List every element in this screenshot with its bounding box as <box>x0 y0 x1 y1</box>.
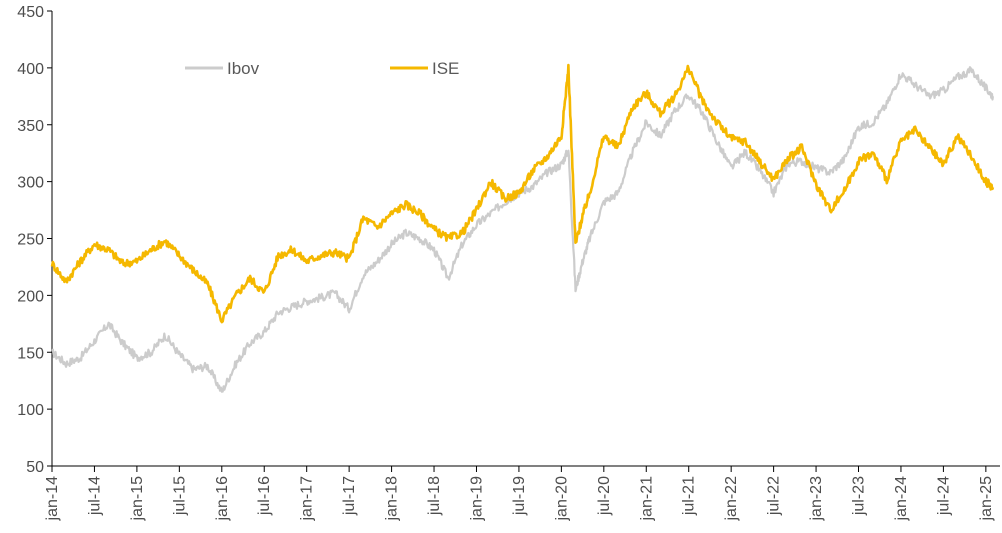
x-tick-label: jan-23 <box>808 476 825 522</box>
legend-label-ibov: Ibov <box>227 59 260 78</box>
x-tick-label: jan-20 <box>553 476 570 522</box>
x-tick-label: jan-15 <box>129 476 146 522</box>
x-tick-label: jul-17 <box>341 476 358 516</box>
y-tick-label: 450 <box>17 4 44 21</box>
x-tick-label: jan-14 <box>44 476 61 522</box>
y-tick-label: 150 <box>17 345 44 362</box>
x-tick-label: jul-15 <box>171 476 188 516</box>
y-tick-label: 400 <box>17 61 44 78</box>
legend: Ibov ISE <box>185 59 459 78</box>
x-tick-label: jul-21 <box>681 476 698 516</box>
y-tick-label: 100 <box>17 402 44 419</box>
series-layer <box>50 63 995 393</box>
y-tick-label: 200 <box>17 288 44 305</box>
y-tick-label: 300 <box>17 175 44 192</box>
x-tick-label: jan-24 <box>893 476 910 522</box>
x-tick-label: jan-25 <box>978 476 995 522</box>
x-tick-label: jul-20 <box>596 476 613 516</box>
series-line-ise <box>50 63 995 324</box>
x-tick-label: jul-14 <box>86 476 103 516</box>
x-tick-label: jul-18 <box>426 476 443 516</box>
x-tick-label: jul-22 <box>766 476 783 516</box>
x-tick-label: jan-16 <box>214 476 231 522</box>
legend-label-ise: ISE <box>432 59 459 78</box>
x-tick-label: jul-24 <box>935 476 952 516</box>
x-tick-label: jan-18 <box>384 476 401 522</box>
x-tick-label: jan-21 <box>638 476 655 522</box>
x-tick-label: jan-17 <box>299 476 316 522</box>
x-tick-label: jan-22 <box>723 476 740 522</box>
x-tick-label: jul-16 <box>256 476 273 516</box>
x-tick-label: jul-23 <box>851 476 868 516</box>
y-tick-label: 350 <box>17 118 44 135</box>
y-tick-label: 50 <box>26 459 44 476</box>
series-line-ibov <box>51 66 994 393</box>
x-tick-label: jan-19 <box>468 476 485 522</box>
x-axis: jan-14 jul-14 jan-15 jul-15 jan-16 jul-16 jan-… <box>44 465 1000 522</box>
y-tick-label: 250 <box>17 232 44 249</box>
y-axis: 50 100 150 200 250 300 350 400 450 <box>17 4 53 476</box>
x-tick-label: jul-19 <box>511 476 528 516</box>
